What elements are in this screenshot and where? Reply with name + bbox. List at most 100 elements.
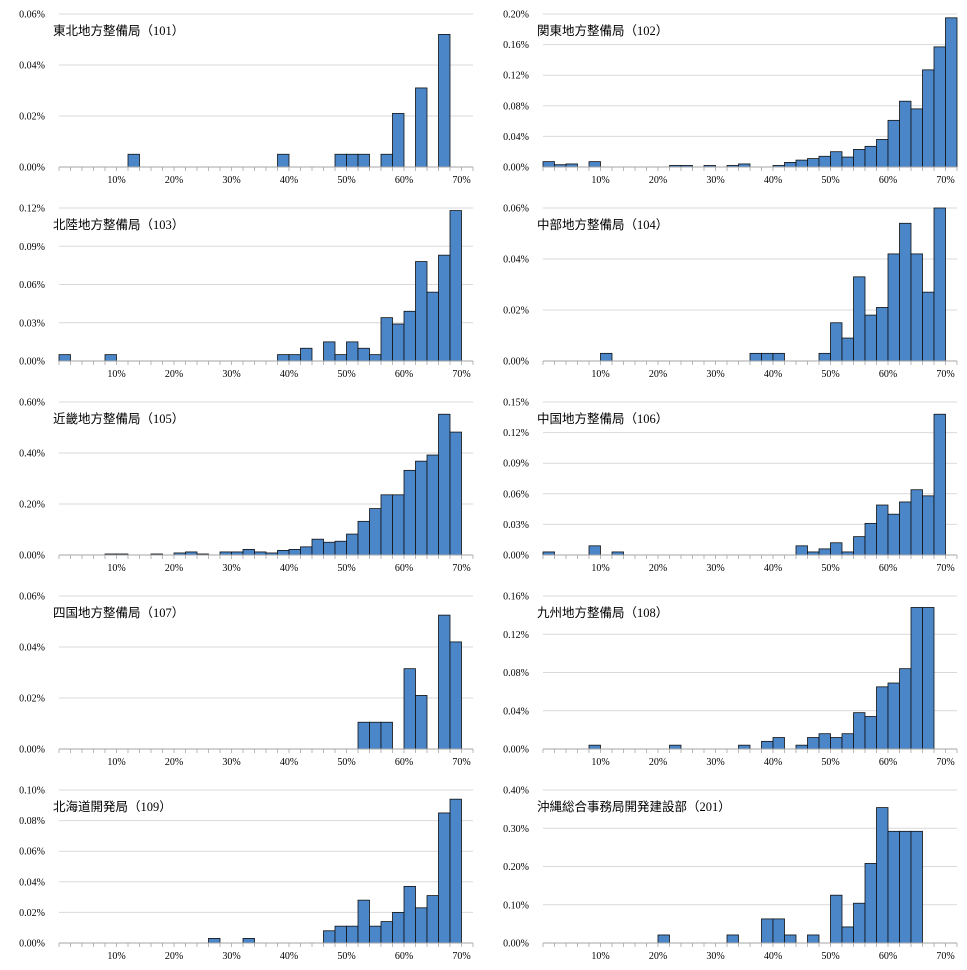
x-tick-label: 30% bbox=[706, 175, 724, 186]
histogram-bar bbox=[542, 161, 555, 168]
histogram-bar bbox=[357, 899, 370, 944]
histogram-bar bbox=[830, 151, 843, 168]
histogram-svg: 0.00% 0.02% 0.04% 0.06% 10% 20% 30% 40% 50% 60% 70… bbox=[19, 592, 474, 768]
histogram-bar bbox=[449, 798, 462, 944]
histogram-bar bbox=[864, 145, 877, 168]
histogram-bar bbox=[208, 938, 221, 944]
histogram-svg: 0.00% 0.10% 0.20% 0.30% 0.40% 10% 20% 30% 40% 50%… bbox=[503, 786, 958, 962]
x-tick-label: 50% bbox=[337, 757, 355, 768]
y-tick-label: 0.09% bbox=[503, 459, 529, 470]
histogram-bar bbox=[864, 522, 877, 556]
histogram-bar bbox=[922, 495, 935, 556]
histogram-bar bbox=[864, 314, 877, 362]
histogram-bar bbox=[449, 431, 462, 556]
chart-panel: 0.00% 0.04% 0.08% 0.12% 0.16% 0.20% 10% 20% 30% 4… bbox=[484, 0, 967, 194]
chart-title: 関東地方整備局（102） bbox=[537, 24, 669, 38]
histogram-bar bbox=[784, 162, 797, 168]
histogram-bar bbox=[922, 607, 935, 750]
histogram-bar bbox=[357, 721, 370, 750]
histogram-bar bbox=[853, 149, 866, 168]
histogram-bar bbox=[830, 542, 843, 556]
x-tick-label: 40% bbox=[764, 563, 782, 574]
histogram-svg: 0.00% 0.02% 0.04% 0.06% 10% 20% 30% 40% 50% 60% 70… bbox=[19, 10, 474, 186]
histogram-bar bbox=[277, 354, 290, 362]
x-tick-label: 40% bbox=[764, 757, 782, 768]
histogram-bar bbox=[369, 721, 382, 750]
histogram-bar bbox=[657, 934, 670, 944]
x-tick-label: 20% bbox=[165, 369, 183, 380]
histogram-bar bbox=[887, 119, 900, 168]
y-tick-label: 0.06% bbox=[19, 592, 45, 603]
histogram-bar bbox=[876, 686, 889, 750]
x-tick-label: 60% bbox=[395, 757, 413, 768]
histogram-bar bbox=[357, 520, 370, 556]
histogram-bar bbox=[277, 550, 290, 556]
histogram-bar bbox=[922, 291, 935, 362]
histogram-bar bbox=[392, 323, 405, 362]
histogram-bar bbox=[876, 807, 889, 944]
histogram-bar bbox=[415, 261, 428, 362]
chart-panel: 0.00% 0.02% 0.04% 0.06% 10% 20% 30% 40% 50% 60% 70… bbox=[0, 0, 483, 194]
chart-panel: 0.00% 0.02% 0.04% 0.06% 10% 20% 30% 40% 50% 60% 70… bbox=[0, 582, 483, 776]
histogram-bar bbox=[795, 159, 808, 168]
chart-panel: 0.00% 0.04% 0.08% 0.12% 0.16% 10% 20% 30% 40% 50%… bbox=[484, 582, 967, 776]
y-tick-label: 0.04% bbox=[19, 61, 45, 72]
histogram-bar bbox=[761, 740, 774, 750]
x-tick-label: 10% bbox=[591, 369, 609, 380]
histogram-bar bbox=[403, 310, 416, 362]
x-tick-label: 30% bbox=[706, 563, 724, 574]
histogram-bar bbox=[311, 538, 324, 556]
histogram-bar bbox=[876, 139, 889, 168]
histogram-bar bbox=[369, 354, 382, 362]
histogram-bar bbox=[818, 155, 831, 168]
y-tick-label: 0.00% bbox=[19, 357, 45, 368]
histogram-bar bbox=[807, 737, 820, 750]
histogram-bar bbox=[899, 222, 912, 362]
histogram-bar bbox=[669, 744, 682, 750]
x-tick-label: 60% bbox=[879, 757, 897, 768]
y-tick-label: 0.30% bbox=[503, 824, 529, 835]
y-tick-label: 0.06% bbox=[19, 280, 45, 291]
x-tick-label: 10% bbox=[107, 757, 125, 768]
histogram-bar bbox=[403, 668, 416, 750]
x-tick-label: 60% bbox=[395, 175, 413, 186]
chart-panel: 0.00% 0.02% 0.04% 0.06% 0.08% 0.10% 10% 20% 30% 4… bbox=[0, 776, 483, 970]
x-tick-label: 10% bbox=[591, 757, 609, 768]
y-tick-label: 0.04% bbox=[503, 255, 529, 266]
y-tick-label: 0.00% bbox=[19, 939, 45, 950]
x-tick-label: 20% bbox=[165, 175, 183, 186]
histogram-bar bbox=[323, 930, 336, 944]
histogram-bar bbox=[380, 317, 393, 362]
histogram-bar bbox=[899, 501, 912, 556]
histogram-bar bbox=[818, 352, 831, 362]
histogram-bar bbox=[369, 925, 382, 944]
histogram-bar bbox=[392, 113, 405, 168]
histogram-bar bbox=[438, 812, 451, 944]
histogram-bar bbox=[334, 925, 347, 944]
x-tick-label: 40% bbox=[764, 175, 782, 186]
x-tick-label: 20% bbox=[649, 369, 667, 380]
y-tick-label: 0.00% bbox=[19, 745, 45, 756]
y-tick-label: 0.00% bbox=[503, 357, 529, 368]
x-tick-label: 40% bbox=[280, 951, 298, 962]
histogram-bar bbox=[910, 108, 923, 168]
y-tick-label: 0.12% bbox=[503, 428, 529, 439]
x-tick-label: 30% bbox=[222, 369, 240, 380]
histogram-bar bbox=[841, 733, 854, 750]
histogram-bar bbox=[761, 352, 774, 362]
x-tick-label: 70% bbox=[936, 563, 954, 574]
histogram-bar bbox=[853, 536, 866, 556]
x-tick-label: 20% bbox=[649, 175, 667, 186]
y-tick-label: 0.08% bbox=[19, 816, 45, 827]
histogram-bar bbox=[588, 161, 601, 168]
y-tick-label: 0.00% bbox=[503, 551, 529, 562]
chart-title: 北陸地方整備局（103） bbox=[53, 218, 185, 232]
y-tick-label: 0.20% bbox=[19, 500, 45, 511]
y-tick-label: 0.20% bbox=[503, 10, 529, 21]
y-tick-label: 0.12% bbox=[503, 630, 529, 641]
x-tick-label: 40% bbox=[280, 563, 298, 574]
histogram-bar bbox=[438, 34, 451, 168]
histogram-bar bbox=[449, 641, 462, 750]
x-tick-label: 50% bbox=[337, 563, 355, 574]
